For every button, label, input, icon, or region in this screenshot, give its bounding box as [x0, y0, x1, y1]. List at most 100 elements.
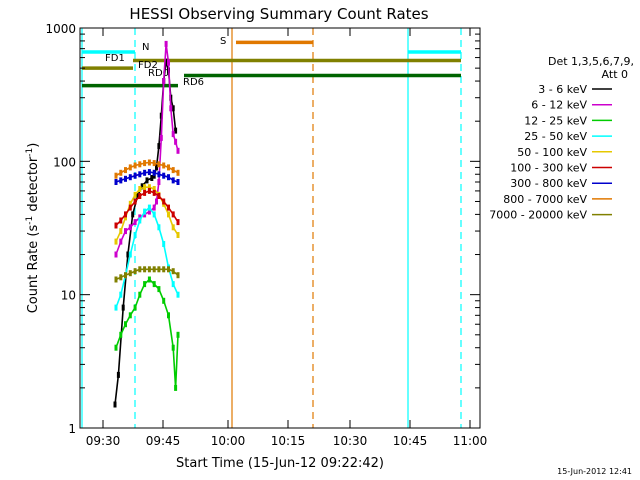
series-point: [167, 59, 170, 66]
series-line: [115, 278, 179, 389]
legend: Det 1,3,5,6,7,9, Att 0 3 - 6 keV 6 - 12 k…: [489, 55, 634, 222]
series-point: [114, 172, 118, 179]
series-point: [162, 172, 166, 179]
series-point: [147, 184, 151, 191]
series-point: [176, 147, 180, 154]
x-tick-label: 09:30: [86, 434, 121, 448]
flag-label: S: [220, 36, 226, 47]
series-line: [115, 206, 179, 308]
series-point: [143, 208, 147, 215]
legend-label: 3 - 6 keV: [538, 83, 587, 96]
series-point: [128, 204, 132, 211]
series-point: [114, 251, 118, 258]
series-point: [171, 281, 175, 288]
series-point: [113, 401, 117, 408]
series-point: [171, 211, 175, 218]
series-point: [136, 193, 139, 199]
series-point: [138, 214, 142, 221]
x-axis: 09:30 09:45 10:00 10:15 10:30 10:45 11:00: [86, 28, 488, 448]
series-point: [143, 281, 147, 288]
series-point: [171, 105, 175, 112]
series-point: [114, 304, 118, 311]
chart-title: HESSI Observing Summary Count Rates: [129, 5, 428, 23]
series-point: [176, 272, 180, 279]
series-point: [114, 222, 118, 229]
series-point: [147, 159, 151, 166]
series-point: [114, 238, 118, 245]
x-tick-label: 11:00: [453, 434, 488, 448]
series-point: [143, 169, 147, 176]
series-point: [119, 274, 123, 281]
series-point: [167, 211, 170, 218]
series-point: [124, 211, 127, 218]
series-point: [138, 217, 142, 224]
series-point: [133, 304, 137, 311]
series-point: [119, 228, 123, 235]
series-point: [157, 179, 161, 185]
series-point: [121, 304, 125, 311]
series-point: [128, 312, 132, 319]
series-point: [124, 228, 127, 235]
x-tick-label: 09:45: [146, 434, 181, 448]
series-point: [164, 58, 168, 65]
x-tick-label: 10:00: [211, 434, 246, 448]
series-point: [124, 321, 127, 328]
plot-area: [81, 28, 462, 428]
series-point: [152, 281, 156, 288]
series-point: [138, 291, 142, 298]
legend-label: 100 - 300 keV: [510, 162, 587, 175]
flag-label: RD6: [183, 77, 204, 88]
series-point: [157, 143, 161, 150]
series-point: [133, 172, 137, 179]
series-point: [176, 169, 180, 176]
series-point: [126, 251, 130, 258]
series-point: [150, 175, 154, 181]
y-tick-label: 1000: [45, 22, 76, 36]
series-point: [133, 268, 137, 275]
series-point: [159, 134, 163, 141]
series-point: [171, 131, 175, 138]
y-axis-label: Count Rate (s-1 detector-1): [25, 143, 41, 314]
series-point: [176, 331, 180, 338]
flag-label: N: [142, 42, 149, 53]
series-point: [133, 191, 137, 198]
series-point: [133, 232, 137, 238]
series-point: [114, 276, 118, 283]
series-point: [147, 266, 151, 273]
y-axis: 1 10 100 1000: [45, 22, 480, 436]
flag-label: RD0: [148, 68, 169, 79]
series-point: [155, 198, 158, 205]
series-point: [157, 266, 161, 273]
series-point: [167, 266, 170, 273]
x-tick-label: 10:15: [271, 434, 306, 448]
series-point: [116, 371, 120, 378]
series-point: [167, 312, 170, 319]
series-point: [171, 167, 175, 174]
series-point: [152, 266, 156, 273]
series-point: [152, 169, 156, 176]
series-point: [176, 179, 180, 185]
series-point: [119, 238, 123, 245]
series-point: [124, 167, 127, 174]
legend-label: 50 - 100 keV: [517, 146, 587, 159]
flag-label: FD2: [138, 60, 158, 71]
series-point: [119, 169, 123, 176]
series-line: [115, 43, 179, 255]
series-point: [176, 219, 180, 226]
y-tick-label: 1: [68, 422, 76, 436]
series-point: [157, 286, 161, 293]
series-point: [176, 232, 180, 238]
series-point: [167, 204, 170, 211]
series-point: [143, 184, 147, 191]
series-point: [157, 193, 161, 199]
legend-label: 6 - 12 keV: [531, 99, 587, 112]
legend-label: 800 - 7000 keV: [503, 193, 587, 206]
x-tick-label: 10:45: [393, 434, 428, 448]
series-point: [162, 241, 166, 247]
series-point: [162, 266, 166, 273]
series-point: [138, 171, 142, 178]
series-point: [140, 183, 144, 190]
series-point: [138, 161, 142, 168]
y-tick-label: 10: [61, 289, 76, 303]
